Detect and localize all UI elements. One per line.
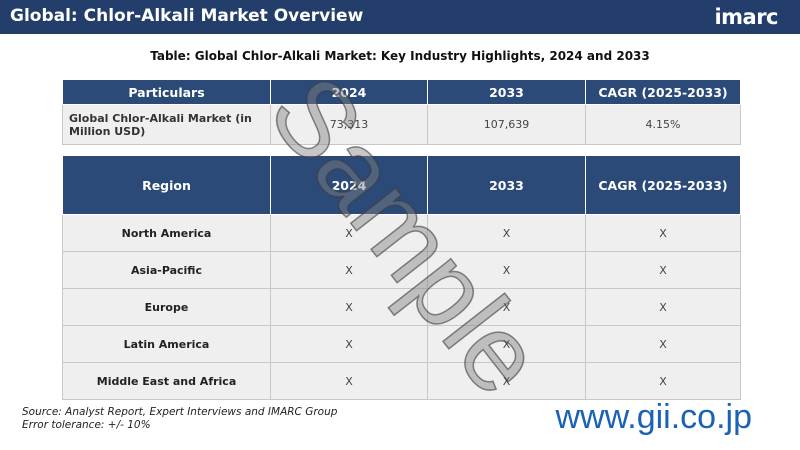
cell: 73,313 (270, 104, 428, 145)
cell: X (585, 362, 741, 400)
column-header: 2024 (270, 155, 428, 215)
footnotes: Source: Analyst Report, Expert Interview… (22, 406, 337, 432)
column-header: Particulars (62, 79, 271, 105)
cell: X (427, 325, 586, 363)
column-header: 2033 (427, 79, 586, 105)
cell: X (427, 362, 586, 400)
table-row: Global Chlor-Alkali Market (in Million U… (62, 104, 741, 145)
column-header: 2033 (427, 155, 586, 215)
page-title: Global: Chlor-Alkali Market Overview (10, 6, 364, 26)
cell: X (270, 288, 428, 326)
table-row: Latin America X X X (62, 325, 741, 363)
cell: X (427, 288, 586, 326)
column-header: CAGR (2025-2033) (585, 79, 741, 105)
row-label: Europe (62, 288, 271, 326)
column-header: Region (62, 155, 271, 215)
cell: X (270, 325, 428, 363)
cell: X (427, 214, 586, 252)
header-row: Particulars 2024 2033 CAGR (2025-2033) (62, 79, 741, 105)
cell: X (270, 362, 428, 400)
highlights-table: Particulars 2024 2033 CAGR (2025-2033) Globa… (62, 79, 741, 145)
cell: X (585, 214, 741, 252)
column-header: CAGR (2025-2033) (585, 155, 741, 215)
cell: X (585, 251, 741, 289)
row-label: Global Chlor-Alkali Market (in Million U… (62, 104, 271, 145)
tolerance-note: Error tolerance: +/- 10% (22, 419, 151, 431)
cell: X (427, 251, 586, 289)
site-watermark: www.gii.co.jp (554, 398, 752, 436)
row-label: Middle East and Africa (62, 362, 271, 400)
column-header: 2024 (270, 79, 428, 105)
logo: imarc (714, 5, 778, 29)
row-label: Latin America (62, 325, 271, 363)
header-bar: Global: Chlor-Alkali Market Overview ima… (0, 0, 800, 34)
header-row: Region 2024 2033 CAGR (2025-2033) (62, 155, 741, 215)
cell: X (270, 214, 428, 252)
table-row: North America X X X (62, 214, 741, 252)
table-caption: Table: Global Chlor-Alkali Market: Key I… (150, 49, 650, 63)
source-note: Source: Analyst Report, Expert Interview… (22, 406, 338, 418)
cell: X (270, 251, 428, 289)
row-label: North America (62, 214, 271, 252)
table-row: Asia-Pacific X X X (62, 251, 741, 289)
cell: X (585, 325, 741, 363)
row-label: Asia-Pacific (62, 251, 271, 289)
cell: 4.15% (585, 104, 741, 145)
region-table: Region 2024 2033 CAGR (2025-2033) North Amer… (62, 155, 741, 400)
table-row: Middle East and Africa X X X (62, 362, 741, 400)
cell: X (585, 288, 741, 326)
cell: 107,639 (427, 104, 586, 145)
table-row: Europe X X X (62, 288, 741, 326)
